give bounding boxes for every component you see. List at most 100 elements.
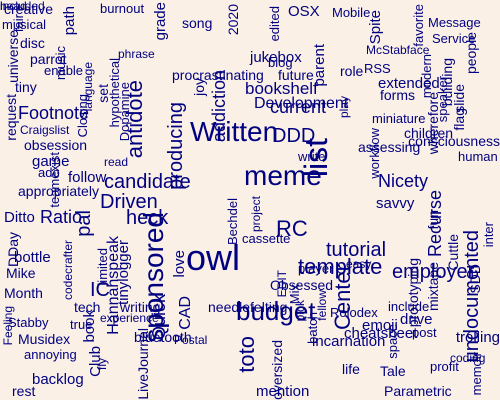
cloud-word: request: [3, 94, 19, 141]
cloud-word: ado: [38, 165, 60, 180]
cloud-word: Service: [432, 31, 476, 46]
cloud-word: codecrafter: [61, 240, 75, 301]
cloud-word: Message: [428, 15, 481, 30]
cloud-word: writing: [120, 299, 161, 315]
cloud-word: trolling: [455, 329, 500, 346]
cloud-word: appropriately: [18, 183, 99, 199]
cloud-word: human: [458, 149, 498, 164]
cloud-word: cassette: [242, 231, 291, 246]
cloud-word: miniature: [372, 111, 426, 126]
cloud-word: Rolodex: [330, 305, 378, 320]
cloud-word: Center: [330, 264, 355, 331]
cloud-word: music: [53, 46, 68, 80]
cloud-word: Ditto: [4, 209, 35, 226]
cloud-word: phrase: [118, 47, 155, 61]
cloud-word: Stabby: [8, 315, 49, 330]
cloud-word: fly: [95, 358, 109, 370]
cloud-word: toto: [234, 336, 259, 373]
cloud-word: template: [298, 254, 383, 279]
cloud-word: Month: [4, 285, 43, 301]
cloud-word: Development: [254, 95, 349, 112]
cloud-word: musical: [2, 17, 47, 32]
cloud-word: mention: [256, 383, 310, 400]
cloud-word: SDD: [467, 264, 483, 294]
cloud-word: experience: [100, 311, 159, 325]
cloud-word: bookshelf: [245, 79, 318, 98]
cloud-word: cheatsheet: [344, 325, 418, 342]
cloud-word: Parametric: [384, 383, 452, 399]
cloud-word: universe: [5, 30, 21, 83]
cloud-word: true: [70, 317, 93, 332]
cloud-word: assessing: [358, 139, 421, 155]
cloud-word: life: [342, 361, 360, 377]
cloud-word: current: [270, 97, 327, 117]
cloud-word: Craigslist: [20, 123, 70, 137]
cloud-word: Obsessed: [270, 277, 334, 293]
cloud-word: bottle: [14, 249, 51, 266]
cloud-word: favorite: [411, 4, 426, 47]
cloud-word: candidate: [104, 171, 191, 193]
cloud-word: Footnote: [18, 103, 90, 123]
cloud-word: follow: [68, 169, 107, 186]
cloud-word: Tale: [380, 363, 406, 379]
cloud-word: Musidex: [18, 331, 71, 347]
cloud-word: Postal: [174, 333, 208, 347]
cloud-word: 2020: [225, 4, 241, 36]
cloud-word: role: [340, 63, 364, 79]
cloud-word: tinylogger: [115, 240, 132, 306]
cloud-word: tech: [74, 299, 101, 315]
cloud-word: tutorial: [326, 239, 387, 261]
cloud-word: post: [412, 325, 437, 340]
cloud-word: people: [463, 32, 479, 75]
cloud-word: rest: [12, 383, 36, 399]
cloud-word: include: [388, 299, 430, 314]
cloud-word: space: [385, 324, 400, 359]
cloud-word: Dopamine: [117, 82, 132, 142]
cloud-word: write: [298, 149, 326, 164]
cloud-word: grade: [152, 2, 169, 41]
cloud-word: inter: [481, 222, 496, 248]
cloud-word: budget: [236, 296, 316, 326]
cloud-word: consciousness: [408, 133, 500, 149]
cloud-word: head: [0, 0, 27, 13]
cloud-word: path: [61, 6, 78, 36]
cloud-word: needlefelting: [208, 299, 288, 315]
cloud-word: blog: [268, 55, 293, 70]
cloud-word: parrot: [30, 51, 67, 67]
cloud-word: love: [171, 250, 188, 278]
cloud-word: coding: [450, 351, 486, 365]
cloud-word: owl: [186, 237, 241, 278]
cloud-word: memoir: [469, 352, 484, 396]
cloud-word: Spite: [367, 10, 384, 45]
cloud-word: teamexist: [47, 152, 62, 208]
cloud-word: RC: [276, 216, 308, 241]
cloud-word: meme: [244, 160, 322, 191]
cloud-word: Nicety: [378, 171, 429, 191]
cloud-word: bluetooth: [134, 329, 192, 345]
cloud-word: Driven: [100, 191, 158, 213]
cloud-word: obsession: [24, 137, 88, 153]
cloud-word: OSX: [288, 3, 320, 20]
cloud-word: Written: [190, 116, 279, 147]
cloud-word: game: [32, 153, 70, 170]
cloud-word: easy: [346, 257, 372, 271]
cloud-word: incarnation: [312, 333, 386, 350]
cloud-word: extended: [378, 75, 440, 92]
cloud-word: profit: [430, 359, 459, 374]
cloud-word: edited: [267, 6, 282, 42]
cloud-word: children: [404, 125, 454, 141]
cloud-word: forms: [380, 87, 415, 103]
cloud-word: procrastinating: [172, 67, 264, 83]
cloud-word: player: [298, 261, 334, 276]
cloud-word: tiny: [15, 79, 37, 95]
cloud-word: employer: [392, 261, 475, 283]
cloud-word: read: [104, 155, 129, 169]
cloud-word: joy: [191, 78, 207, 96]
cloud-word: backlog: [32, 371, 84, 388]
cloud-word: project: [249, 196, 263, 233]
cloud-word: annoying: [24, 347, 77, 362]
cloud-word: pal: [73, 210, 95, 237]
cloud-word: drive: [400, 311, 433, 328]
cloud-word: set: [95, 84, 111, 103]
